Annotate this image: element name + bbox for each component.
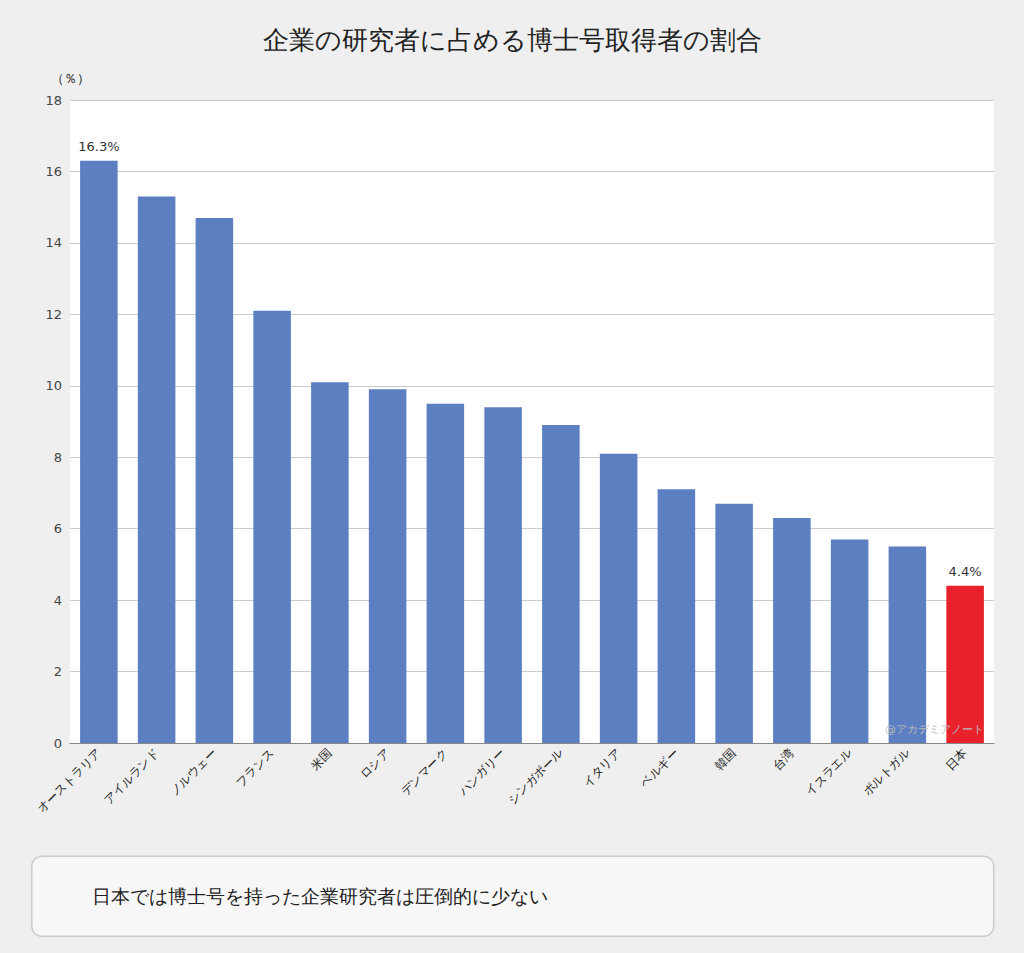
svg-text:デンマーク: デンマーク [398,746,450,798]
svg-text:14: 14 [45,235,62,250]
svg-text:オーストラリア: オーストラリア [35,746,104,815]
svg-text:企業の研究者に占める博士号取得者の割合: 企業の研究者に占める博士号取得者の割合 [263,25,762,55]
svg-text:16.3%: 16.3% [78,139,119,154]
svg-text:ハンガリー: ハンガリー [455,746,508,799]
svg-text:10: 10 [45,378,62,393]
svg-text:日本: 日本 [943,746,970,773]
svg-text:台湾: 台湾 [770,746,797,773]
svg-text:イタリア: イタリア [580,746,624,790]
svg-text:アイルランド: アイルランド [101,746,162,807]
svg-text:米国: 米国 [308,746,335,773]
svg-text:4.4%: 4.4% [949,564,982,579]
svg-text:シンガポール: シンガポール [505,746,566,807]
svg-text:@アカデミアノート: @アカデミアノート [885,723,984,736]
svg-text:フランス: フランス [233,746,277,790]
svg-text:16: 16 [45,164,62,179]
svg-text:ポルトガル: ポルトガル [860,746,912,798]
svg-text:日本では博士号を持った企業研究者は圧倒的に少ない: 日本では博士号を持った企業研究者は圧倒的に少ない [92,885,548,907]
svg-text:6: 6 [54,521,62,536]
svg-text:4: 4 [54,593,62,608]
svg-text:18: 18 [45,93,62,108]
svg-text:韓国: 韓国 [712,746,739,773]
svg-text:ベルギー: ベルギー [637,746,681,790]
svg-text:（％）: （％） [51,71,90,86]
svg-text:ロシア: ロシア [357,746,392,781]
svg-text:12: 12 [45,307,62,322]
svg-text:イスラエル: イスラエル [802,746,854,798]
svg-text:2: 2 [54,664,62,679]
svg-text:ノルウェー: ノルウェー [167,746,219,798]
svg-text:8: 8 [54,450,62,465]
svg-text:0: 0 [54,736,62,751]
